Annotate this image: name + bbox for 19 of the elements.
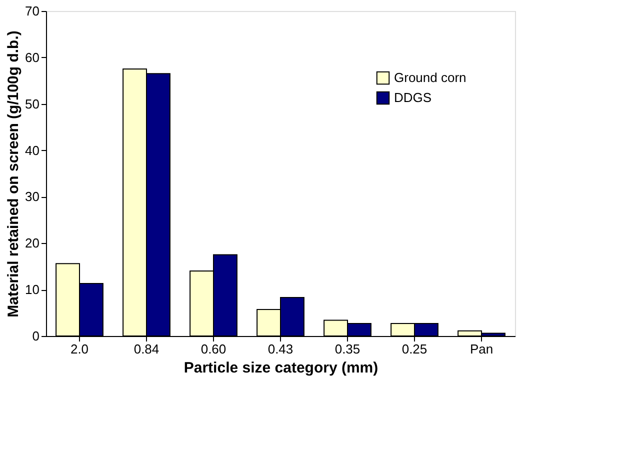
x-tick-label: 0.43 <box>268 342 294 356</box>
y-tick-label: 50 <box>25 96 40 112</box>
legend-label: DDGS <box>394 90 432 105</box>
legend-label: Ground corn <box>394 70 466 85</box>
y-tick-label: 20 <box>25 236 40 251</box>
y-axis-title: Material retained on screen (g/100g d.b.) <box>5 30 22 318</box>
y-tick-label: 0 <box>32 328 40 344</box>
x-axis-title: Particle size category (mm) <box>184 360 378 376</box>
x-tick-label: 2.0 <box>70 342 89 356</box>
y-tick-label: 30 <box>25 189 40 204</box>
y-tick-label: 10 <box>25 282 40 298</box>
y-tick-label: 60 <box>25 50 40 65</box>
x-tick-label: 0.25 <box>402 342 428 356</box>
x-tick-label: Pan <box>470 342 494 356</box>
y-tick-label: 40 <box>25 142 40 158</box>
x-tick-label: 0.60 <box>200 342 226 356</box>
x-tick-label: 0.35 <box>334 342 360 356</box>
x-tick-label: 0.84 <box>134 342 160 356</box>
y-tick-label: 70 <box>25 4 40 18</box>
